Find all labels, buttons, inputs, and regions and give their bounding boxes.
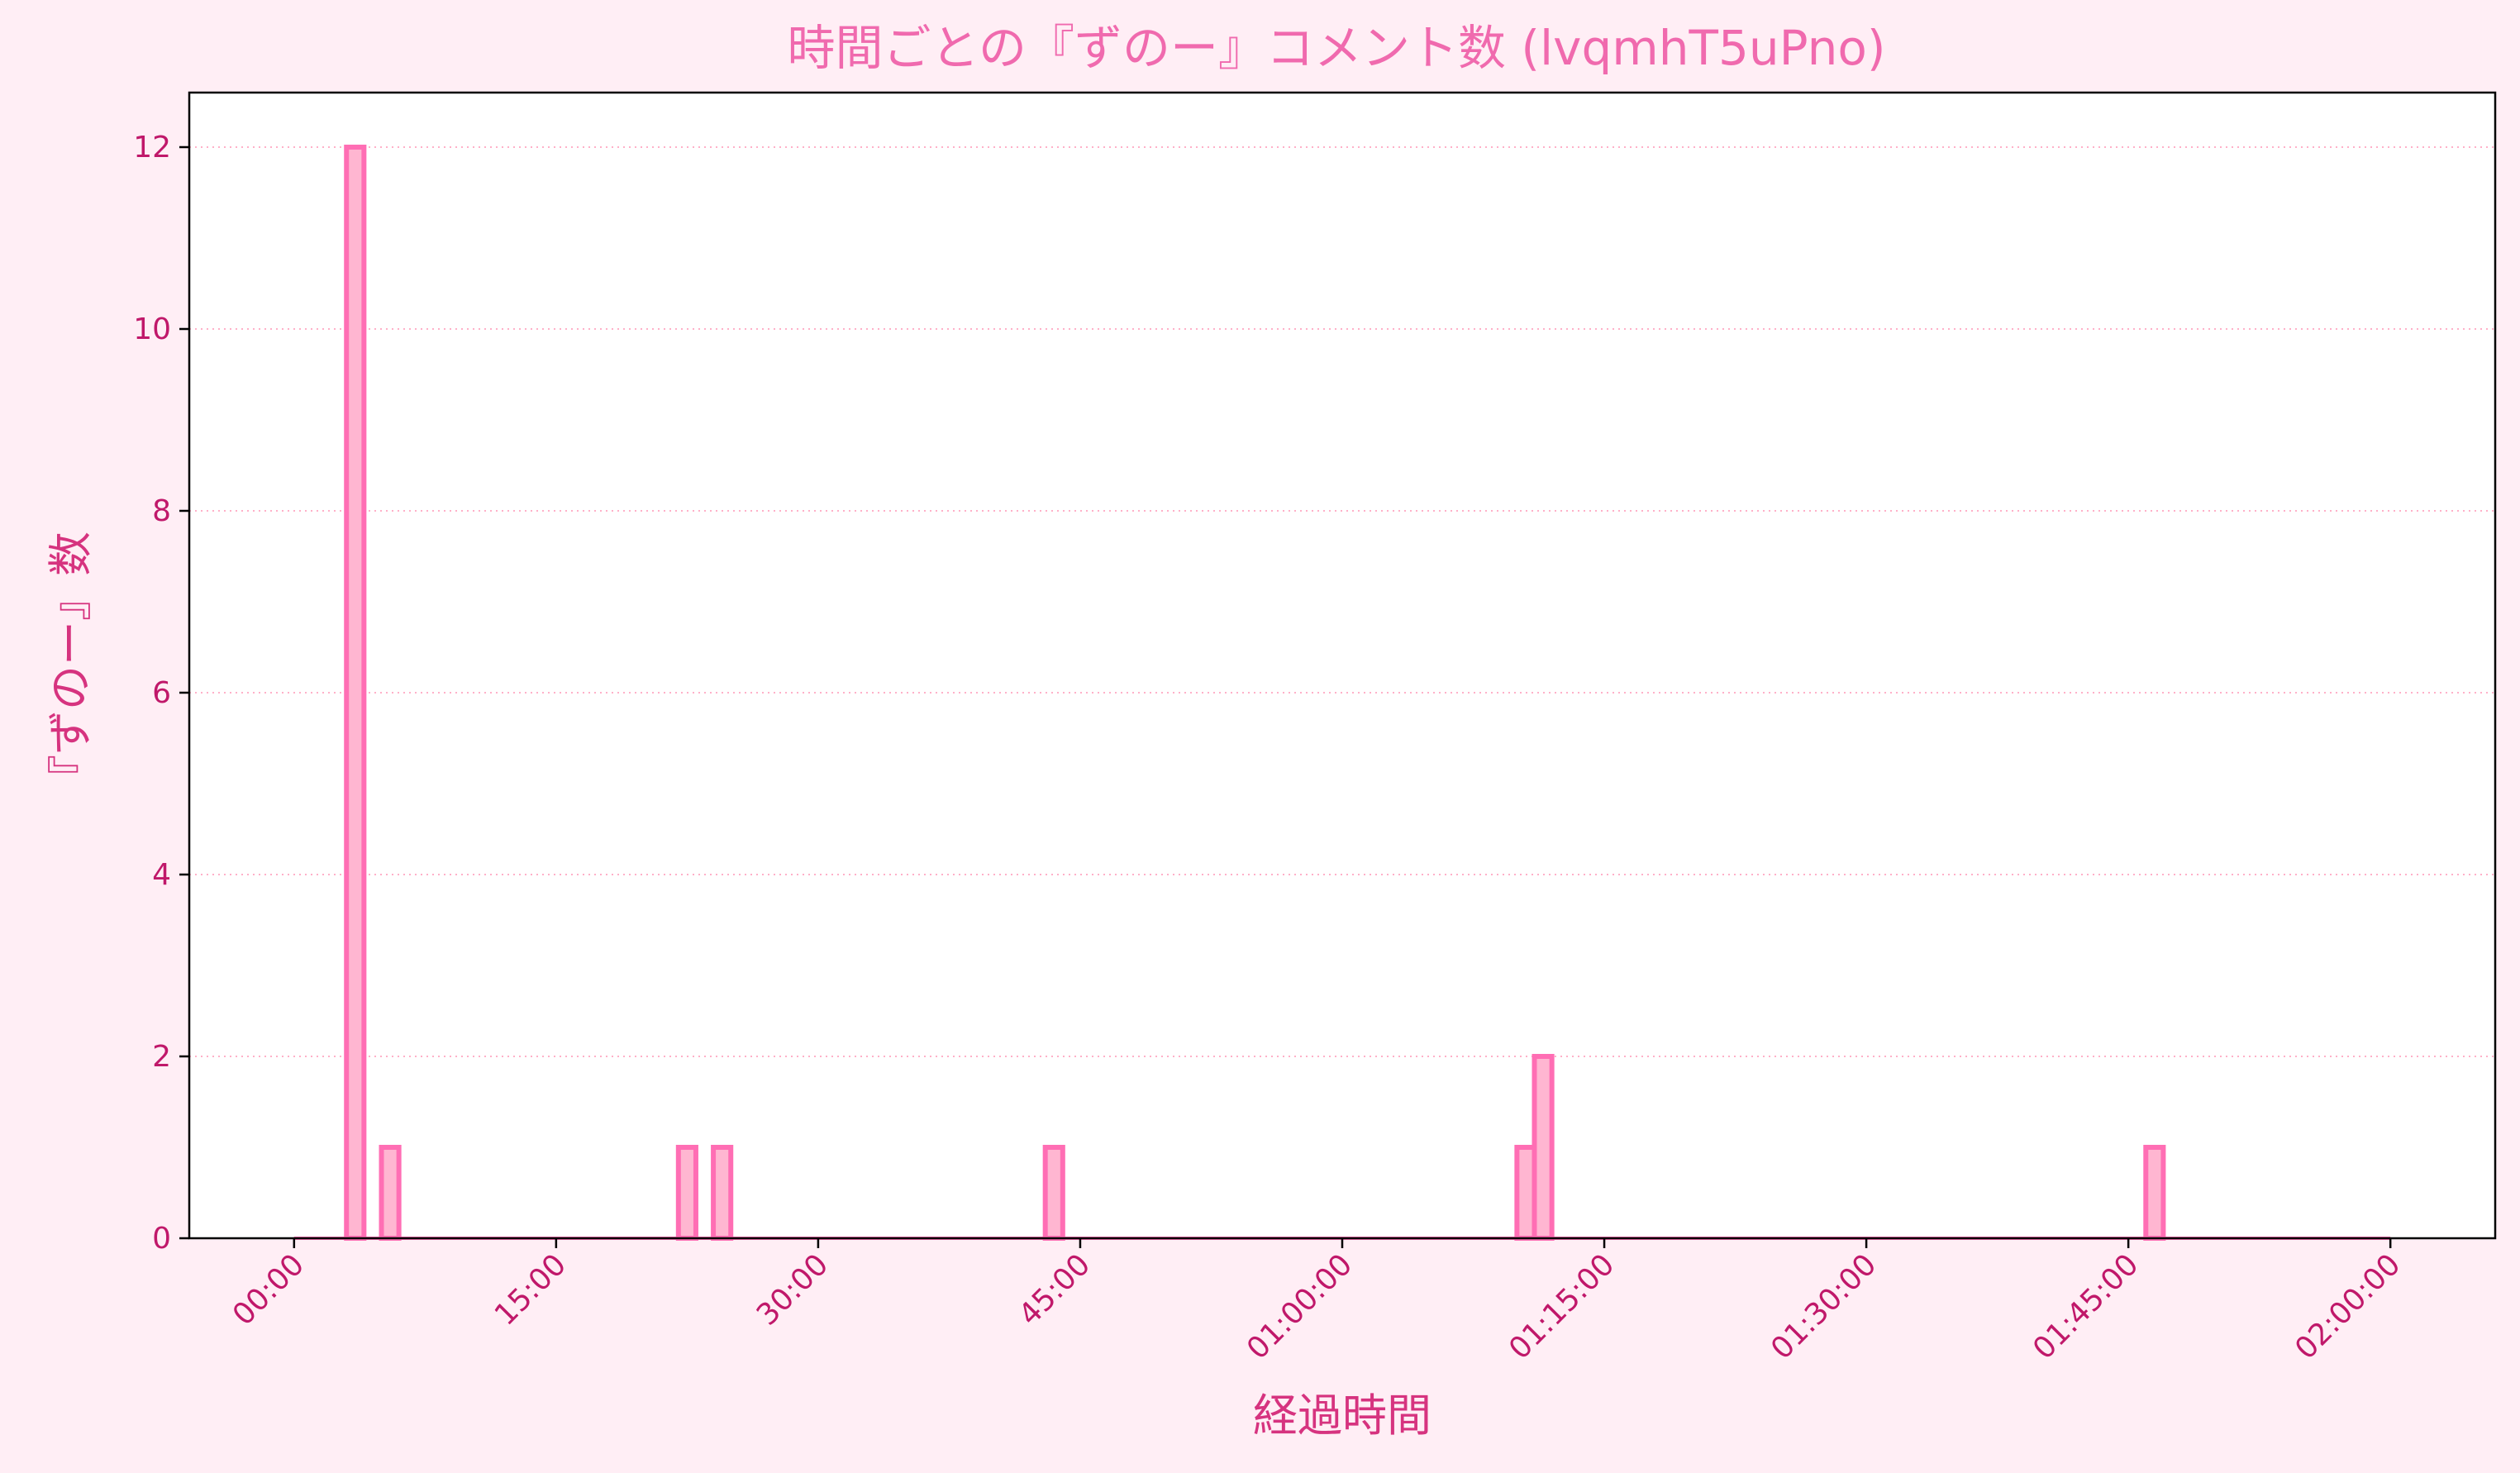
histogram-bar [675, 1145, 698, 1241]
x-tick-label: 15:00 [488, 1247, 573, 1332]
y-axis-ticks: 0 2 4 6 8 10 12 [133, 131, 189, 1256]
histogram-bar [1042, 1145, 1065, 1241]
x-axis-ticks: 00:00 15:00 30:00 45:00 01:00:00 01:15:00 01:3… [226, 1238, 2408, 1366]
x-tick-label: 01:45:00 [2027, 1247, 2145, 1366]
y-tick-label: 8 [152, 494, 171, 528]
x-axis-label: 経過時間 [1253, 1390, 1431, 1442]
x-tick-label: 00:00 [226, 1247, 311, 1332]
x-tick-label: 01:30:00 [1765, 1247, 1883, 1366]
x-tick-label: 02:00:00 [2289, 1247, 2407, 1366]
grid-lines [189, 146, 2495, 1057]
histogram-bar [1514, 1145, 1537, 1241]
y-axis-label: 『ずのー』数 [45, 532, 97, 799]
histogram-bar [2143, 1145, 2166, 1241]
x-tick-label: 30:00 [750, 1247, 835, 1332]
histogram-bar [379, 1145, 402, 1241]
y-tick-label: 0 [152, 1222, 171, 1256]
y-tick-label: 2 [152, 1040, 171, 1074]
x-tick-label: 01:15:00 [1503, 1247, 1621, 1366]
histogram-bar [1532, 1054, 1555, 1241]
y-tick-label: 4 [152, 858, 171, 892]
histogram-bar [344, 145, 367, 1241]
y-tick-label: 10 [133, 312, 171, 346]
x-tick-label: 45:00 [1012, 1247, 1097, 1332]
plot-area [189, 93, 2495, 1238]
y-tick-label: 12 [133, 131, 171, 164]
histogram-bar [711, 1145, 734, 1241]
x-tick-label: 01:00:00 [1241, 1247, 1359, 1366]
y-tick-label: 6 [152, 676, 171, 710]
chart-title: 時間ごとの『ずのー』コメント数 (lvqmhT5uPno) [788, 20, 1886, 76]
